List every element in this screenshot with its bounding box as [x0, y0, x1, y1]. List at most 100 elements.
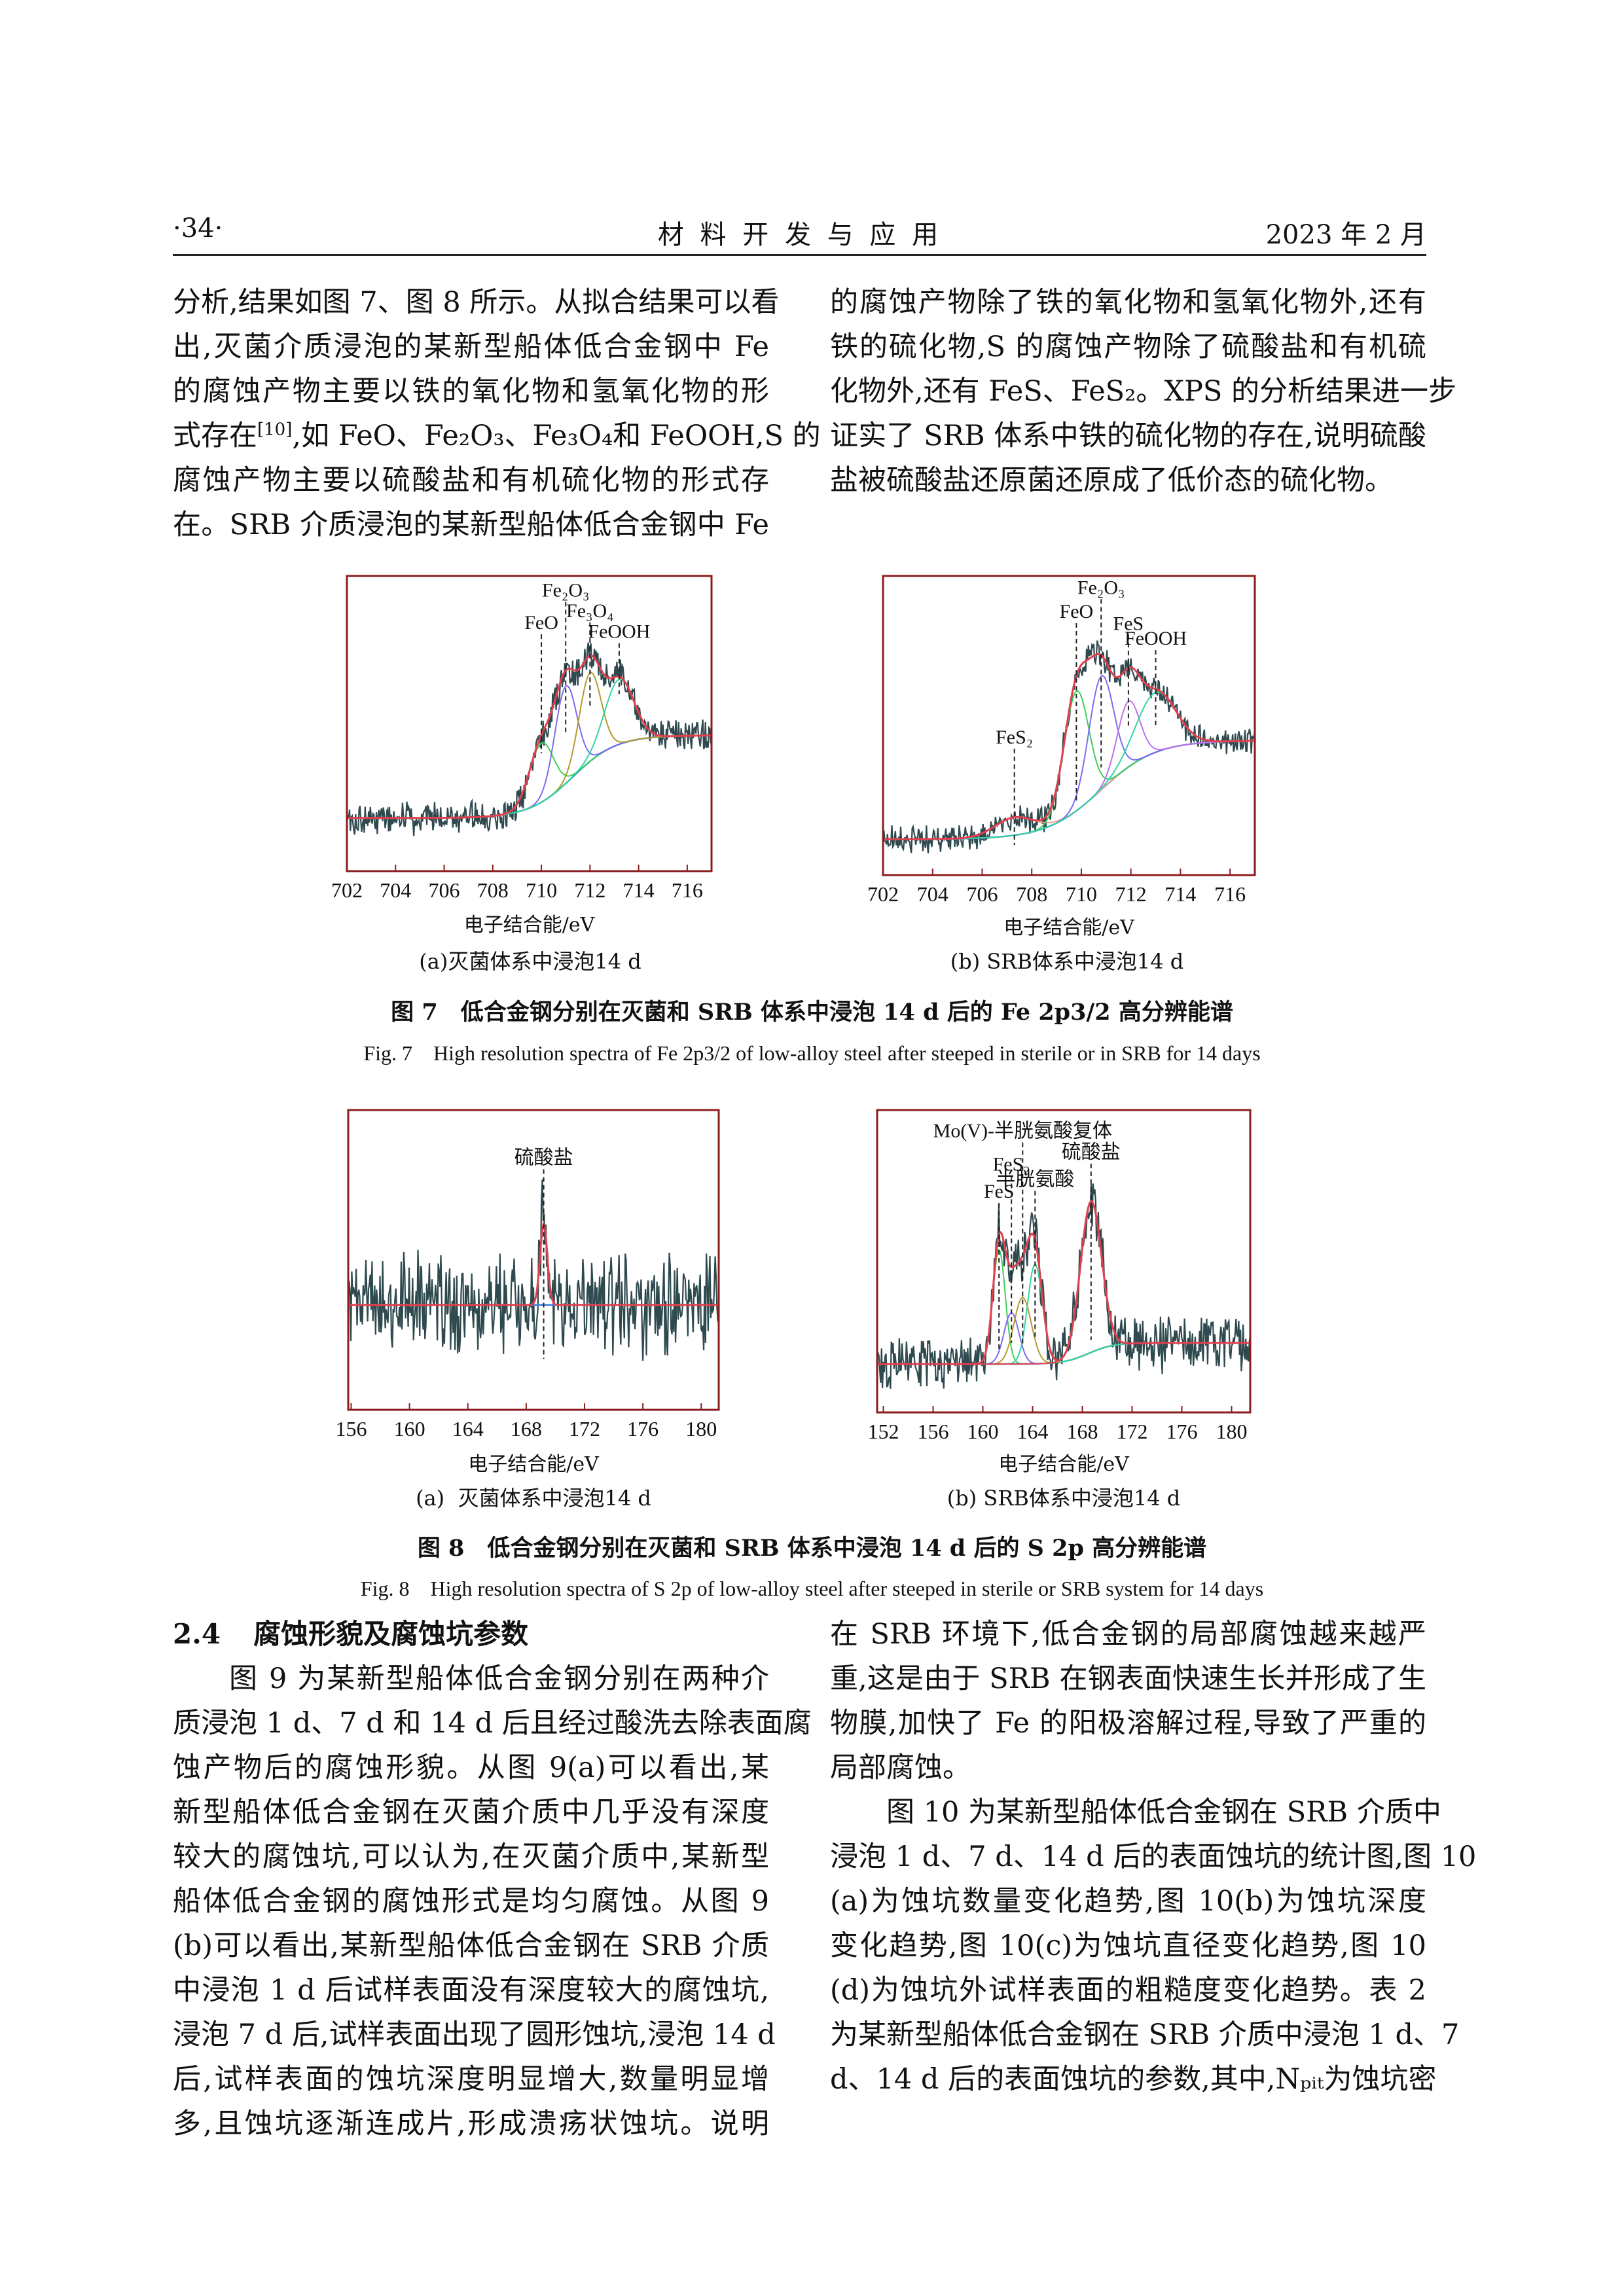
fit-component-line: [347, 672, 712, 819]
x-tick-label: 706: [429, 878, 460, 902]
peak-label: FeOOH: [588, 621, 650, 643]
x-tick-label: 714: [623, 878, 655, 902]
peak-label: Mo(V)-半胱氨酸复体: [933, 1121, 1112, 1142]
fig8-caption-en: Fig. 8 High resolution spectra of S 2p o…: [360, 1577, 1264, 1600]
journal-title: 材 料 开 发 与 应 用: [657, 220, 943, 250]
plot-frame: [882, 575, 1256, 876]
fig7b-subcaption: (b) SRB体系中浸泡14 d: [950, 949, 1184, 974]
text-line: 蚀产物后的腐蚀形貌。从图 9(a)可以看出,某: [173, 1751, 769, 1784]
fit-envelope-line: [877, 1200, 1250, 1365]
x-tick-label: 160: [967, 1420, 999, 1443]
text-line: d、14 d 后的表面蚀坑的参数,其中,Nₚᵢₜ为蚀坑密: [830, 2063, 1437, 2096]
text-line: 的腐蚀产物除了铁的氧化物和氢氧化物外,还有: [830, 286, 1426, 319]
fig8b-subcaption: (b) SRB体系中浸泡14 d: [947, 1486, 1181, 1511]
peak-label: FeOOH: [1125, 628, 1187, 649]
text-line: 新型船体低合金钢在灭菌介质中几乎没有深度: [173, 1796, 769, 1829]
x-tick-label: 712: [1115, 882, 1147, 906]
text-line: 为某新型船体低合金钢在 SRB 介质中浸泡 1 d、7: [830, 2018, 1460, 2051]
text-line: 的腐蚀产物主要以铁的氧化物和氢氧化物的形: [173, 375, 769, 408]
peak-label: FeO: [524, 612, 558, 634]
text-line: 局部腐蚀。: [830, 1751, 971, 1784]
raw-spectrum-line: [876, 1183, 1252, 1389]
section-title: 腐蚀形貌及腐蚀坑参数: [253, 1618, 529, 1650]
x-tick-label: 160: [394, 1417, 425, 1441]
x-tick-label: 704: [380, 878, 411, 902]
fig8a-xlabel: 电子结合能/eV: [468, 1453, 599, 1476]
text-line: 质浸泡 1 d、7 d 和 14 d 后且经过酸洗去除表面腐: [173, 1707, 812, 1740]
text-line: 图 10 为某新型船体低合金钢在 SRB 介质中: [886, 1796, 1441, 1829]
x-tick-label: 172: [569, 1417, 600, 1441]
text-span: 式存在: [173, 420, 257, 452]
text-line: 出,灭菌介质浸泡的某新型船体低合金钢中 Fe: [173, 331, 769, 363]
text-line: 在 SRB 环境下,低合金钢的局部腐蚀越来越严: [830, 1618, 1426, 1651]
fig8a-subcaption: (a) 灭菌体系中浸泡14 d: [416, 1486, 651, 1511]
peak-label: 半胱氨酸: [996, 1169, 1074, 1191]
issue-date: 2023 年 2 月: [1265, 220, 1426, 250]
fig7b-xlabel: 电子结合能/eV: [1003, 916, 1134, 939]
x-tick-label: 176: [627, 1417, 659, 1441]
x-tick-label: 710: [526, 878, 557, 902]
text-line: 分析,结果如图 7、图 8 所示。从拟合结果可以看: [173, 286, 780, 319]
x-tick-label: 706: [966, 882, 998, 906]
text-line: 式存在[10],如 FeO、Fe₂O₃、Fe₃O₄和 FeOOH,S 的: [173, 414, 821, 458]
fit-envelope-line: [883, 653, 1255, 840]
fit-component-line: [347, 678, 712, 819]
text-top-right: 的腐蚀产物除了铁的氧化物和氢氧化物外,还有 铁的硫化物,S 的腐蚀产物除了硫酸盐和…: [830, 280, 1457, 503]
text-line: 化物外,还有 FeS、FeS₂。XPS 的分析结果进一步: [830, 375, 1457, 408]
page-number: ·34·: [173, 213, 223, 243]
x-tick-label: 702: [867, 882, 899, 906]
x-tick-label: 180: [685, 1417, 717, 1441]
x-tick-label: 716: [1214, 882, 1246, 906]
text-line: (d)为蚀坑外试样表面的粗糙度变化趋势。表 2: [830, 1974, 1426, 2007]
section-number: 2.4: [173, 1618, 221, 1650]
text-line: 证实了 SRB 体系中铁的硫化物的存在,说明硫酸: [830, 420, 1426, 452]
fit-envelope-line: [348, 1221, 719, 1306]
peak-label: 硫酸盐: [1062, 1141, 1121, 1163]
fig8-caption-cn: 图 8 低合金钢分别在灭菌和 SRB 体系中浸泡 14 d 后的 S 2p 高分…: [417, 1535, 1207, 1562]
peak-label: Fe₂O₃: [542, 580, 590, 601]
fig8a-chart: 硫酸盐 156 160 164 168 172 176 180: [335, 1109, 720, 1441]
text-line: (b)可以看出,某新型船体低合金钢在 SRB 介质: [173, 1929, 769, 1962]
peak-label: 硫酸盐: [514, 1147, 573, 1168]
text-line: 腐蚀产物主要以硫酸盐和有机硫化物的形式存: [173, 464, 769, 497]
fig8b-xlabel: 电子结合能/eV: [998, 1453, 1129, 1476]
text-span: ,如 FeO、Fe₂O₃、Fe₃O₄和 FeOOH,S 的: [292, 420, 821, 452]
x-tick-label: 714: [1164, 882, 1196, 906]
x-tick-label: 702: [331, 878, 363, 902]
text-top-left: 分析,结果如图 7、图 8 所示。从拟合结果可以看 出,灭菌介质浸泡的某新型船体低…: [173, 280, 821, 547]
x-tick-label: 180: [1216, 1420, 1248, 1443]
peak-label: Fe₃O₄: [566, 600, 614, 622]
section-heading: 2.4 腐蚀形貌及腐蚀坑参数: [173, 1612, 528, 1652]
text-line: 盐被硫酸盐还原菌还原成了低价态的硫化物。: [830, 464, 1393, 497]
text-line: 后,试样表面的蚀坑深度明显增大,数量明显增: [173, 2063, 769, 2096]
x-tick-label: 164: [452, 1417, 484, 1441]
peak-label: FeS: [1113, 613, 1144, 634]
x-tick-label: 710: [1066, 882, 1097, 906]
header-rule: [173, 254, 1426, 256]
peak-label: FeS₂: [996, 726, 1033, 748]
x-tick-label: 712: [574, 878, 605, 902]
plot-frame: [347, 1109, 720, 1411]
x-tick-label: 176: [1166, 1420, 1198, 1443]
text-line: 物膜,加快了 Fe 的阳极溶解过程,导致了严重的: [830, 1707, 1426, 1740]
fig7a-xlabel: 电子结合能/eV: [463, 914, 595, 937]
x-tick-label: 164: [1017, 1420, 1049, 1443]
x-tick-label: 708: [1016, 882, 1047, 906]
x-tick-label: 156: [335, 1417, 367, 1441]
fit-component-line: [347, 685, 712, 819]
fit-component-line: [883, 740, 1255, 840]
x-tick-label: 168: [511, 1417, 542, 1441]
text-line: 浸泡 7 d 后,试样表面出现了圆形蚀坑,浸泡 14 d: [173, 2018, 776, 2051]
text-line: 在。SRB 介质浸泡的某新型船体低合金钢中 Fe: [173, 509, 769, 541]
x-tick-label: 152: [868, 1420, 899, 1443]
x-tick-label: 708: [477, 878, 509, 902]
text-bottom-left: 图 9 为某新型船体低合金钢分别在两种介 质浸泡 1 d、7 d 和 14 d 后…: [173, 1657, 812, 2146]
text-line: 中浸泡 1 d 后试样表面没有深度较大的腐蚀坑,: [173, 1974, 769, 2007]
text-line: 铁的硫化物,S 的腐蚀产物除了硫酸盐和有机硫: [830, 331, 1426, 363]
x-tick-label: 704: [917, 882, 948, 906]
text-line: 较大的腐蚀坑,可以认为,在灭菌介质中,某新型: [173, 1840, 769, 1873]
text-line: 重,这是由于 SRB 在钢表面快速生长并形成了生: [830, 1662, 1426, 1695]
plot-frame: [876, 1109, 1252, 1414]
